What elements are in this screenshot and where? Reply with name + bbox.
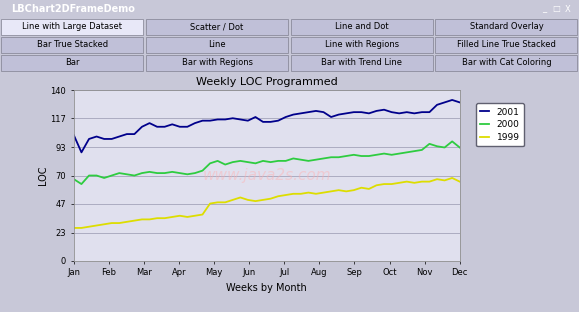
Line: 2001: 2001 xyxy=(74,100,460,152)
Text: Bar: Bar xyxy=(65,58,80,67)
Text: Filled Line True Stacked: Filled Line True Stacked xyxy=(457,40,556,49)
Text: Line with Regions: Line with Regions xyxy=(325,40,399,49)
Text: LBChart2DFrameDemo: LBChart2DFrameDemo xyxy=(12,4,135,14)
1999 xyxy=(305,191,312,194)
Legend: 2001, 2000, 1999: 2001, 2000, 1999 xyxy=(476,103,524,147)
Text: □: □ xyxy=(552,4,560,13)
Title: Weekly LOC Programmed: Weekly LOC Programmed xyxy=(196,77,338,87)
Text: Scatter / Dot: Scatter / Dot xyxy=(190,22,244,31)
FancyBboxPatch shape xyxy=(435,56,577,71)
1999 xyxy=(101,222,108,226)
2000 xyxy=(449,139,456,143)
Text: Bar with Trend Line: Bar with Trend Line xyxy=(321,58,402,67)
Text: Line: Line xyxy=(208,40,226,49)
Text: Bar with Cat Coloring: Bar with Cat Coloring xyxy=(462,58,551,67)
2001 xyxy=(328,115,335,119)
Text: _: _ xyxy=(542,4,547,13)
Line: 1999: 1999 xyxy=(74,178,460,228)
Line: 2000: 2000 xyxy=(74,141,460,184)
FancyBboxPatch shape xyxy=(146,37,288,52)
2001 xyxy=(108,137,115,141)
X-axis label: Weeks by Month: Weeks by Month xyxy=(226,283,307,293)
Text: Line and Dot: Line and Dot xyxy=(335,22,389,31)
Text: Bar with Regions: Bar with Regions xyxy=(182,58,252,67)
2000 xyxy=(282,159,289,163)
FancyBboxPatch shape xyxy=(146,56,288,71)
1999 xyxy=(456,180,463,183)
FancyBboxPatch shape xyxy=(435,37,577,52)
2001 xyxy=(449,98,456,102)
FancyBboxPatch shape xyxy=(146,19,288,35)
FancyBboxPatch shape xyxy=(291,19,433,35)
2000 xyxy=(108,174,115,178)
FancyBboxPatch shape xyxy=(1,19,143,35)
2000 xyxy=(456,146,463,149)
2001 xyxy=(456,100,463,104)
1999 xyxy=(320,191,327,194)
FancyBboxPatch shape xyxy=(435,19,577,35)
Text: Bar True Stacked: Bar True Stacked xyxy=(37,40,108,49)
2000 xyxy=(328,155,335,159)
1999 xyxy=(207,202,214,205)
2000 xyxy=(71,177,78,181)
1999 xyxy=(71,226,78,230)
2001 xyxy=(71,134,78,137)
Text: X: X xyxy=(565,4,570,13)
FancyBboxPatch shape xyxy=(291,37,433,52)
2000 xyxy=(313,158,320,162)
Text: Line with Large Dataset: Line with Large Dataset xyxy=(23,22,122,31)
2001 xyxy=(259,120,266,124)
Y-axis label: LOC: LOC xyxy=(38,166,47,185)
2001 xyxy=(78,150,85,154)
2001 xyxy=(214,118,221,121)
FancyBboxPatch shape xyxy=(291,56,433,71)
Text: Standard Overlay: Standard Overlay xyxy=(470,22,544,31)
Text: www.java2s.com: www.java2s.com xyxy=(203,168,331,183)
1999 xyxy=(252,199,259,203)
2000 xyxy=(259,159,266,163)
2001 xyxy=(282,115,289,119)
FancyBboxPatch shape xyxy=(1,37,143,52)
2001 xyxy=(313,109,320,113)
2000 xyxy=(78,182,85,186)
1999 xyxy=(449,176,456,180)
FancyBboxPatch shape xyxy=(1,56,143,71)
1999 xyxy=(426,180,433,183)
2000 xyxy=(214,159,221,163)
